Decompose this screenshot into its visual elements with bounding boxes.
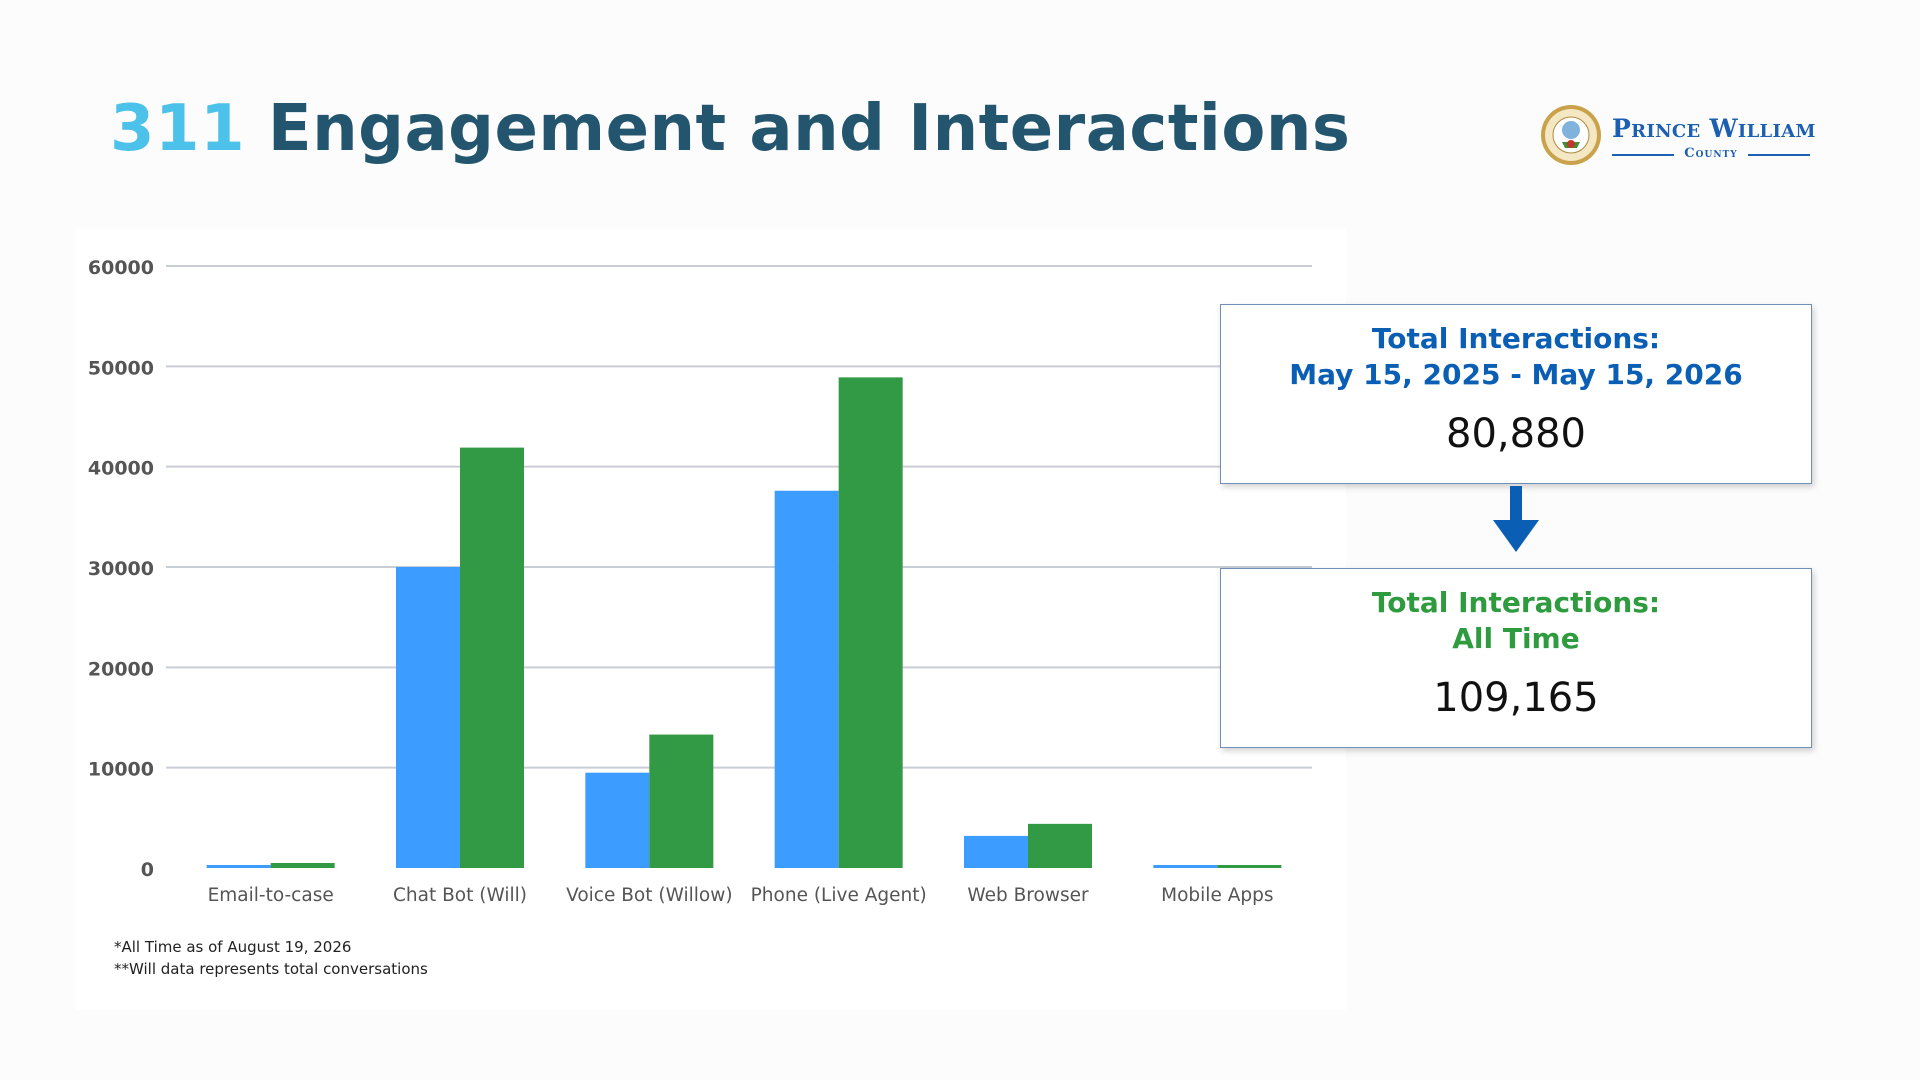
x-tick-label: Email-to-case xyxy=(208,885,334,906)
stat-box-all-time: Total Interactions: All Time 109,165 xyxy=(1220,568,1812,748)
bar xyxy=(206,864,271,868)
bar xyxy=(774,490,839,868)
county-seal-icon xyxy=(1541,105,1601,165)
logo-county: County xyxy=(1684,146,1738,161)
stat-box-period: Total Interactions: May 15, 2025 - May 1… xyxy=(1220,304,1812,484)
bar xyxy=(1028,823,1092,868)
bar xyxy=(964,835,1028,868)
stat-box-period-value: 80,880 xyxy=(1446,411,1586,457)
stat-box-all-time-value: 109,165 xyxy=(1433,675,1599,721)
logo-name: Prince William xyxy=(1612,114,1816,143)
bar xyxy=(1153,864,1218,868)
bar xyxy=(396,567,460,868)
y-tick-label: 10000 xyxy=(88,759,154,781)
bar-chart: 0 10000 20000 30000 40000 50000 60000 Email-to-… xyxy=(88,257,1312,906)
title-text: Engagement and Interactions xyxy=(267,92,1351,166)
title-number: 311 xyxy=(110,92,246,166)
chart-panel: 0 10000 20000 30000 40000 50000 60000 Email-to-… xyxy=(76,228,1346,1010)
bar xyxy=(838,377,903,868)
bar xyxy=(585,772,650,868)
footnotes: *All Time as of August 19, 2026 **Will d… xyxy=(114,936,428,980)
bar xyxy=(649,734,714,868)
footnote-2: **Will data represents total conversatio… xyxy=(114,960,428,978)
stat-box-all-time-label: Total Interactions: All Time xyxy=(1221,585,1811,657)
bar xyxy=(270,862,335,868)
x-tick-label: Mobile Apps xyxy=(1161,885,1273,906)
x-tick-label: Phone (Live Agent) xyxy=(751,885,927,906)
stat-box-period-label-line2: May 15, 2025 - May 15, 2026 xyxy=(1289,358,1743,391)
x-tick-label: Chat Bot (Will) xyxy=(393,885,527,906)
y-tick-label: 40000 xyxy=(88,458,154,480)
county-logo: Prince William County xyxy=(1540,104,1815,168)
y-tick-label: 60000 xyxy=(88,257,154,279)
footnote-1: *All Time as of August 19, 2026 xyxy=(114,938,352,956)
stat-box-period-label: Total Interactions: May 15, 2025 - May 1… xyxy=(1221,321,1811,393)
y-tick-label: 20000 xyxy=(88,658,154,680)
x-tick-label: Web Browser xyxy=(967,885,1089,906)
y-tick-label: 30000 xyxy=(88,558,154,580)
stat-box-all-time-label-line1: Total Interactions: xyxy=(1371,586,1661,619)
arrow-down-icon xyxy=(1493,486,1539,552)
x-tick-label: Voice Bot (Willow) xyxy=(566,885,732,906)
y-tick-label: 50000 xyxy=(88,357,154,379)
page-title: 311 Engagement and Interactions xyxy=(110,92,1350,166)
stat-box-all-time-label-line2: All Time xyxy=(1452,622,1580,655)
bar xyxy=(1217,864,1282,868)
y-tick-label: 0 xyxy=(141,859,154,881)
logo-county-line: County xyxy=(1612,146,1810,162)
stat-box-period-label-line1: Total Interactions: xyxy=(1371,322,1661,355)
bar xyxy=(460,447,524,868)
